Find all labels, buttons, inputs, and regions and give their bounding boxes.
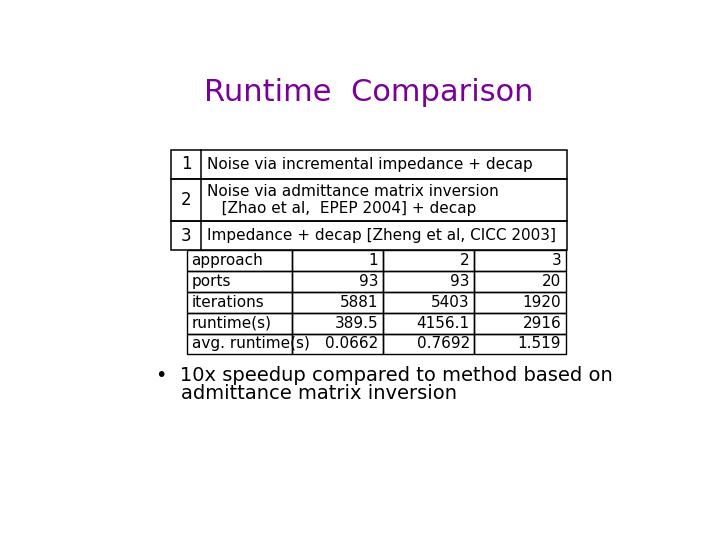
Bar [187, 251, 292, 271]
Bar [383, 271, 474, 292]
Text: runtime(s): runtime(s) [192, 316, 271, 330]
Text: 3: 3 [552, 253, 561, 268]
Text: 1920: 1920 [523, 295, 561, 310]
Bar [187, 334, 292, 354]
Text: approach: approach [192, 253, 264, 268]
Bar [383, 313, 474, 334]
Text: 0.7692: 0.7692 [416, 336, 469, 352]
Bar [383, 292, 474, 313]
Text: 93: 93 [450, 274, 469, 289]
Text: Noise via admittance matrix inversion
   [Zhao et al,  EPEP 2004] + decap: Noise via admittance matrix inversion [Z… [207, 184, 499, 216]
Text: 20: 20 [542, 274, 561, 289]
Text: •  10x speedup compared to method based on: • 10x speedup compared to method based o… [156, 366, 613, 385]
Text: 2: 2 [181, 191, 192, 209]
Text: ports: ports [192, 274, 231, 289]
Text: 3: 3 [181, 227, 192, 245]
Bar [383, 251, 474, 271]
Text: 1.519: 1.519 [518, 336, 561, 352]
Bar [187, 271, 292, 292]
Text: 5881: 5881 [340, 295, 378, 310]
Bar [474, 251, 566, 271]
Text: 2916: 2916 [523, 316, 561, 330]
Text: iterations: iterations [192, 295, 264, 310]
Bar [383, 334, 474, 354]
Bar [292, 251, 383, 271]
Text: Impedance + decap [Zheng et al, CICC 2003]: Impedance + decap [Zheng et al, CICC 200… [207, 228, 556, 243]
Text: 389.5: 389.5 [335, 316, 378, 330]
Text: Noise via incremental impedance + decap: Noise via incremental impedance + decap [207, 157, 533, 172]
Text: admittance matrix inversion: admittance matrix inversion [156, 384, 457, 403]
Bar [474, 334, 566, 354]
Text: avg. runtime(s): avg. runtime(s) [192, 336, 310, 352]
Text: 5403: 5403 [431, 295, 469, 310]
Bar [187, 313, 292, 334]
Bar [171, 179, 567, 221]
Bar [292, 292, 383, 313]
Text: 93: 93 [359, 274, 378, 289]
Bar [171, 221, 567, 251]
Text: 1: 1 [369, 253, 378, 268]
Text: 4156.1: 4156.1 [417, 316, 469, 330]
Text: 2: 2 [460, 253, 469, 268]
Bar [292, 313, 383, 334]
Bar [474, 271, 566, 292]
Text: Runtime  Comparison: Runtime Comparison [204, 78, 534, 107]
Bar [292, 334, 383, 354]
Bar [171, 150, 567, 179]
Text: 0.0662: 0.0662 [325, 336, 378, 352]
Bar [187, 292, 292, 313]
Bar [292, 271, 383, 292]
Text: 1: 1 [181, 155, 192, 173]
Bar [474, 313, 566, 334]
Bar [474, 292, 566, 313]
